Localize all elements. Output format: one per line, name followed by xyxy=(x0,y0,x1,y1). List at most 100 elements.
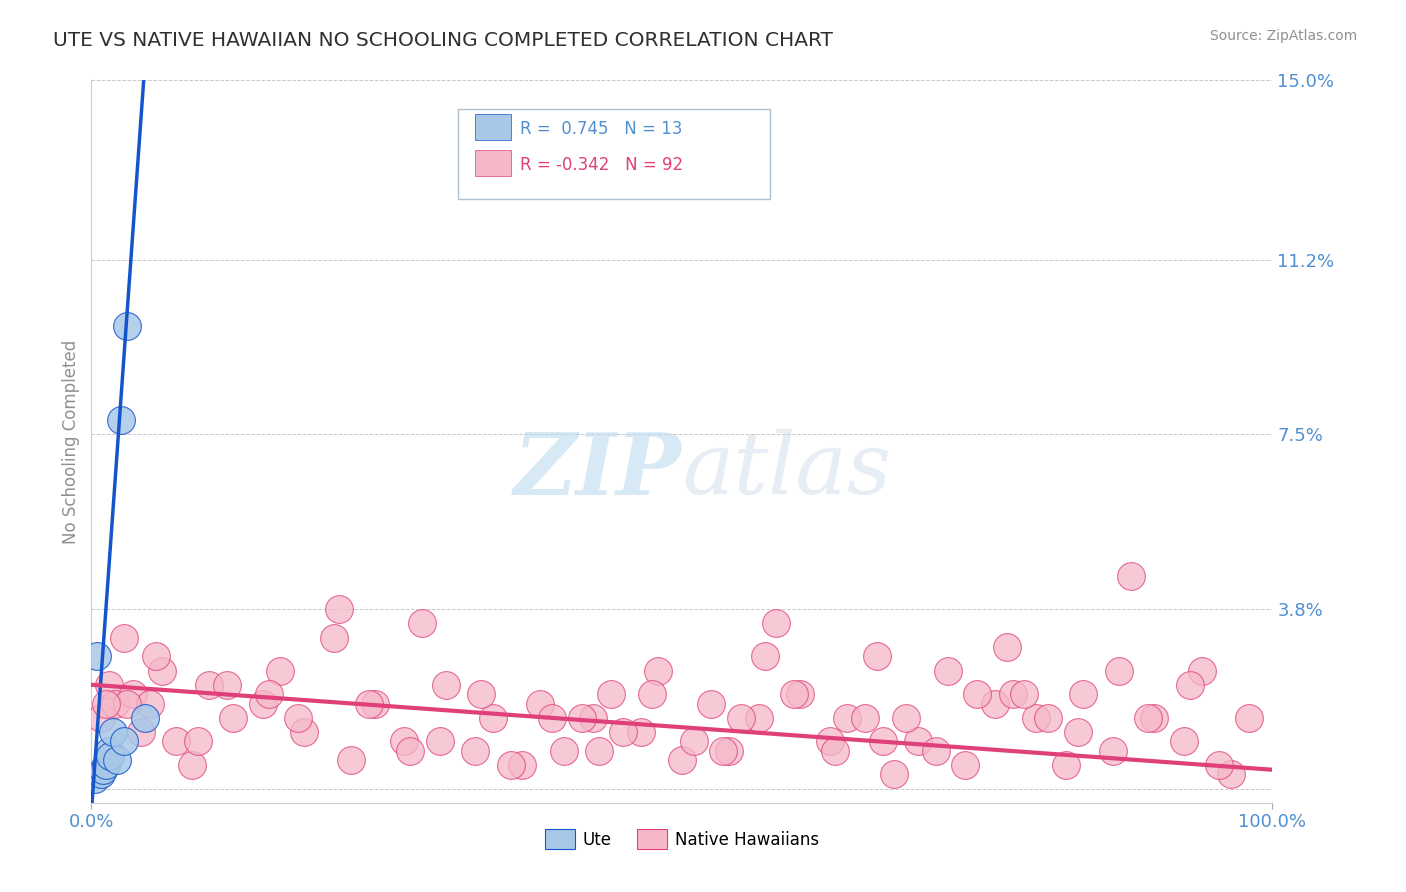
Point xyxy=(187,734,209,748)
Point xyxy=(671,753,693,767)
Point xyxy=(114,734,136,748)
Point xyxy=(464,744,486,758)
Point xyxy=(925,744,948,758)
Point xyxy=(1137,711,1160,725)
Point xyxy=(995,640,1018,654)
Point xyxy=(121,687,143,701)
Point xyxy=(907,734,929,748)
Point xyxy=(328,602,350,616)
Point xyxy=(1054,758,1077,772)
Point xyxy=(1025,711,1047,725)
Point xyxy=(641,687,664,701)
Point xyxy=(91,763,114,777)
Point xyxy=(853,711,876,725)
Point xyxy=(115,697,138,711)
Y-axis label: No Schooling Completed: No Schooling Completed xyxy=(62,340,80,543)
Point xyxy=(1119,569,1142,583)
Text: atlas: atlas xyxy=(682,429,891,512)
Point xyxy=(700,697,723,711)
Point xyxy=(257,687,280,701)
FancyBboxPatch shape xyxy=(457,109,770,200)
Point xyxy=(110,413,132,427)
Point xyxy=(98,748,121,763)
Point xyxy=(1208,758,1230,772)
Point xyxy=(872,734,894,748)
Point xyxy=(984,697,1007,711)
Text: R =  0.745   N = 13: R = 0.745 N = 13 xyxy=(520,120,682,137)
Point xyxy=(529,697,551,711)
Point xyxy=(1001,687,1024,701)
Point xyxy=(541,711,564,725)
Text: Source: ZipAtlas.com: Source: ZipAtlas.com xyxy=(1209,29,1357,43)
Point xyxy=(818,734,841,748)
Point xyxy=(512,758,534,772)
Text: UTE VS NATIVE HAWAIIAN NO SCHOOLING COMPLETED CORRELATION CHART: UTE VS NATIVE HAWAIIAN NO SCHOOLING COMP… xyxy=(53,31,834,50)
Point xyxy=(718,744,741,758)
Point xyxy=(139,697,162,711)
Point xyxy=(90,767,112,781)
Point xyxy=(582,711,605,725)
Point xyxy=(287,711,309,725)
Point xyxy=(84,772,107,787)
Point xyxy=(789,687,811,701)
Point xyxy=(499,758,522,772)
Point xyxy=(129,725,152,739)
Point xyxy=(252,697,274,711)
Point xyxy=(101,725,124,739)
Point xyxy=(222,711,245,725)
Bar xyxy=(475,151,510,177)
Point xyxy=(292,725,315,739)
Bar xyxy=(475,114,510,140)
Point xyxy=(824,744,846,758)
Point xyxy=(1143,711,1166,725)
Point xyxy=(588,744,610,758)
Point xyxy=(883,767,905,781)
Legend: Ute, Native Hawaiians: Ute, Native Hawaiians xyxy=(544,830,820,848)
Point xyxy=(647,664,669,678)
Point xyxy=(115,318,138,333)
Point xyxy=(837,711,859,725)
Point xyxy=(1108,664,1130,678)
Point xyxy=(711,744,734,758)
Point xyxy=(783,687,806,701)
Point xyxy=(682,734,704,748)
Point xyxy=(866,649,889,664)
Point xyxy=(180,758,202,772)
Point xyxy=(1036,711,1059,725)
Point xyxy=(748,711,770,725)
Point xyxy=(553,744,575,758)
Point xyxy=(429,734,451,748)
Point xyxy=(94,758,117,772)
Point xyxy=(269,664,291,678)
Point xyxy=(357,697,380,711)
Point xyxy=(364,697,387,711)
Point xyxy=(1173,734,1195,748)
Point xyxy=(165,734,187,748)
Point xyxy=(104,697,127,711)
Point xyxy=(1191,664,1213,678)
Point xyxy=(1178,678,1201,692)
Point xyxy=(340,753,363,767)
Point xyxy=(98,744,121,758)
Point xyxy=(1014,687,1036,701)
Point xyxy=(612,725,634,739)
Point xyxy=(217,678,239,692)
Point xyxy=(765,616,787,631)
Point xyxy=(94,697,117,711)
Point xyxy=(411,616,433,631)
Point xyxy=(86,649,108,664)
Point xyxy=(1073,687,1095,701)
Point xyxy=(1066,725,1088,739)
Point xyxy=(145,649,167,664)
Point xyxy=(730,711,752,725)
Point xyxy=(434,678,457,692)
Point xyxy=(134,711,156,725)
Point xyxy=(571,711,593,725)
Point xyxy=(98,678,121,692)
Point xyxy=(896,711,918,725)
Point xyxy=(394,734,416,748)
Text: ZIP: ZIP xyxy=(515,429,682,512)
Point xyxy=(482,711,505,725)
Point xyxy=(399,744,422,758)
Point xyxy=(1237,711,1260,725)
